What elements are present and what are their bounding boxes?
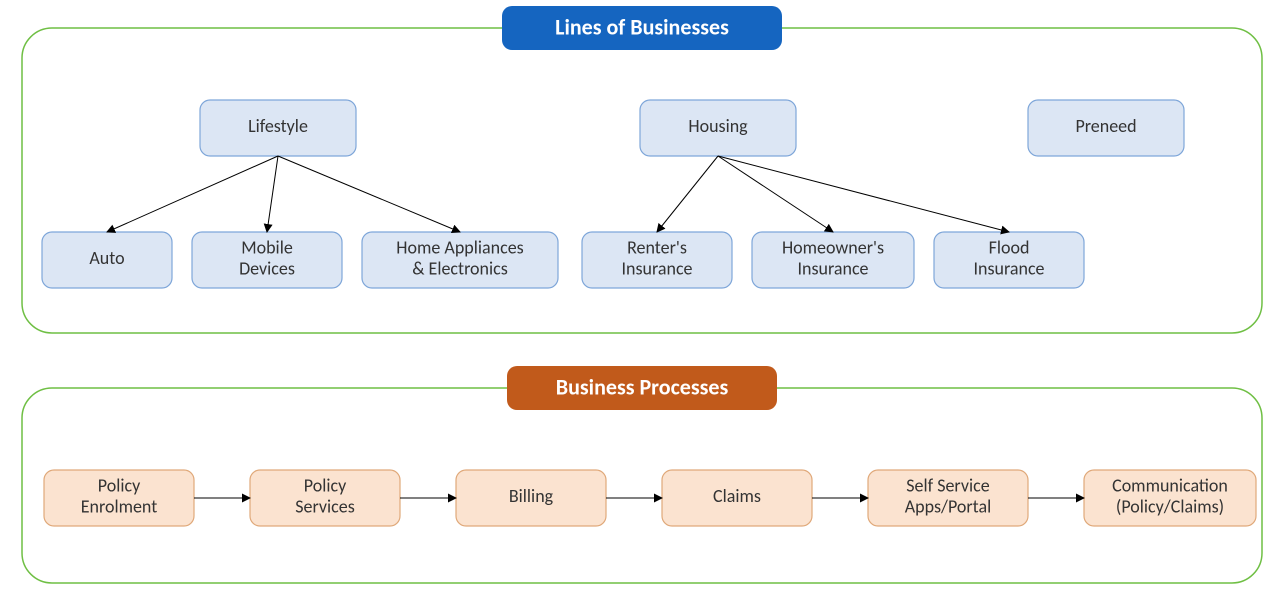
panel-border [22, 388, 1262, 583]
bp-step-billing-label: Billing [509, 485, 554, 507]
lob-child-auto-label: Auto [89, 247, 124, 269]
bp-title: Business Processes [556, 373, 729, 400]
arrow-lifestyle-auto [107, 156, 278, 232]
lob-parent-preneed-label: Preneed [1075, 115, 1136, 137]
lob-child-renters-label: Renter'sInsurance [621, 237, 692, 280]
arrow-housing-renters [657, 156, 718, 232]
lob-child-homeapp-label: Home Appliances& Electronics [396, 237, 523, 280]
diagram-canvas: Lines of Businesses Lifestyle Housing Prene… [0, 0, 1285, 605]
arrow-lifestyle-homeapp [278, 156, 460, 232]
bp-step-psvc-label: PolicyServices [295, 475, 355, 518]
arrow-housing-flood [718, 156, 1009, 232]
lob-title: Lines of Businesses [555, 13, 729, 40]
lob-child-mobile-label: MobileDevices [239, 237, 295, 280]
bp-step-comm-label: Communication(Policy/Claims) [1112, 475, 1228, 518]
lob-parent-housing-label: Housing [688, 115, 748, 137]
arrow-lifestyle-mobile [267, 156, 278, 232]
bp-step-claims-label: Claims [713, 485, 761, 507]
arrow-housing-homeown [718, 156, 833, 232]
bp-step-portal-label: Self ServiceApps/Portal [905, 475, 992, 518]
lob-parent-lifestyle-label: Lifestyle [248, 115, 308, 137]
